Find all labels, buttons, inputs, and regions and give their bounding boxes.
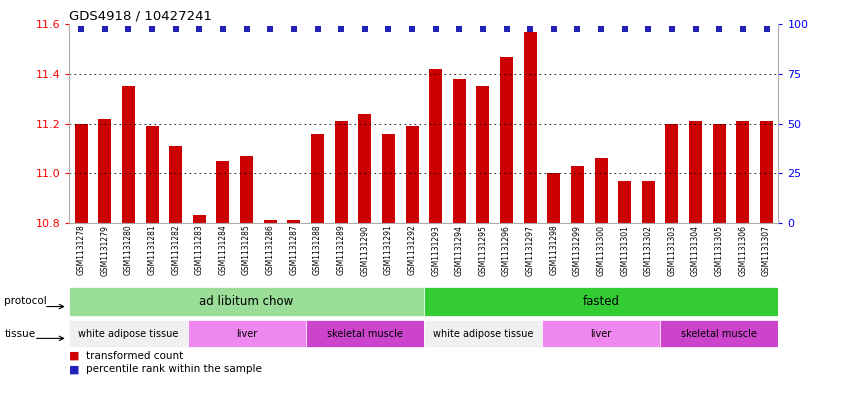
Text: GSM1131291: GSM1131291 <box>384 225 393 275</box>
Bar <box>305 320 424 347</box>
Text: tissue: tissue <box>4 329 36 339</box>
Text: GSM1131278: GSM1131278 <box>77 225 85 275</box>
Bar <box>660 320 778 347</box>
Text: fasted: fasted <box>583 295 619 308</box>
Bar <box>666 124 678 223</box>
Bar <box>760 121 773 223</box>
Text: ■: ■ <box>69 364 80 375</box>
Bar <box>405 126 419 223</box>
Bar <box>288 220 300 223</box>
Text: GSM1131298: GSM1131298 <box>549 225 558 275</box>
Text: GSM1131289: GSM1131289 <box>337 225 346 275</box>
Text: GSM1131304: GSM1131304 <box>691 225 700 275</box>
Bar <box>122 86 135 223</box>
Text: GSM1131295: GSM1131295 <box>479 225 487 275</box>
Bar <box>453 79 466 223</box>
Text: ■: ■ <box>69 351 80 361</box>
Bar <box>524 32 536 223</box>
Text: percentile rank within the sample: percentile rank within the sample <box>86 364 262 375</box>
Bar <box>424 320 542 347</box>
Bar <box>476 86 490 223</box>
Bar <box>382 134 395 223</box>
Bar <box>217 161 229 223</box>
Bar <box>500 57 513 223</box>
Bar <box>542 320 660 347</box>
Bar <box>69 287 424 316</box>
Text: white adipose tissue: white adipose tissue <box>433 329 533 339</box>
Bar <box>98 119 112 223</box>
Text: GSM1131294: GSM1131294 <box>455 225 464 275</box>
Bar <box>429 69 442 223</box>
Text: transformed count: transformed count <box>86 351 184 361</box>
Text: GSM1131299: GSM1131299 <box>573 225 582 275</box>
Text: GSM1131293: GSM1131293 <box>431 225 440 275</box>
Bar <box>358 114 371 223</box>
Text: GSM1131297: GSM1131297 <box>525 225 535 275</box>
Bar <box>193 215 206 223</box>
Text: GSM1131286: GSM1131286 <box>266 225 275 275</box>
Text: GSM1131305: GSM1131305 <box>715 225 723 275</box>
Bar <box>424 287 778 316</box>
Bar <box>712 124 726 223</box>
Text: GSM1131296: GSM1131296 <box>502 225 511 275</box>
Bar <box>146 126 158 223</box>
Text: skeletal muscle: skeletal muscle <box>327 329 403 339</box>
Text: GSM1131300: GSM1131300 <box>596 225 606 275</box>
Text: GSM1131285: GSM1131285 <box>242 225 251 275</box>
Text: liver: liver <box>236 329 257 339</box>
Text: liver: liver <box>591 329 612 339</box>
Text: ad libitum chow: ad libitum chow <box>200 295 294 308</box>
Text: GSM1131279: GSM1131279 <box>101 225 109 275</box>
Bar <box>169 146 182 223</box>
Text: GSM1131302: GSM1131302 <box>644 225 653 275</box>
Bar <box>571 166 584 223</box>
Text: GSM1131284: GSM1131284 <box>218 225 228 275</box>
Bar <box>311 134 324 223</box>
Bar <box>69 320 188 347</box>
Text: GSM1131292: GSM1131292 <box>408 225 416 275</box>
Text: GSM1131306: GSM1131306 <box>739 225 747 275</box>
Bar <box>595 158 607 223</box>
Text: GSM1131283: GSM1131283 <box>195 225 204 275</box>
Text: GSM1131301: GSM1131301 <box>620 225 629 275</box>
Bar <box>74 124 88 223</box>
Text: GSM1131281: GSM1131281 <box>147 225 157 275</box>
Bar <box>642 181 655 223</box>
Text: white adipose tissue: white adipose tissue <box>79 329 179 339</box>
Text: GSM1131288: GSM1131288 <box>313 225 322 275</box>
Bar <box>689 121 702 223</box>
Bar <box>547 173 560 223</box>
Bar <box>736 121 750 223</box>
Text: GSM1131307: GSM1131307 <box>762 225 771 275</box>
Bar <box>188 320 305 347</box>
Text: GSM1131282: GSM1131282 <box>171 225 180 275</box>
Text: GSM1131290: GSM1131290 <box>360 225 369 275</box>
Bar <box>264 220 277 223</box>
Text: GSM1131287: GSM1131287 <box>289 225 299 275</box>
Text: protocol: protocol <box>4 296 47 307</box>
Text: GSM1131280: GSM1131280 <box>124 225 133 275</box>
Bar <box>335 121 348 223</box>
Bar <box>240 156 253 223</box>
Text: GDS4918 / 10427241: GDS4918 / 10427241 <box>69 10 212 23</box>
Text: GSM1131303: GSM1131303 <box>667 225 677 275</box>
Text: skeletal muscle: skeletal muscle <box>681 329 757 339</box>
Bar <box>618 181 631 223</box>
